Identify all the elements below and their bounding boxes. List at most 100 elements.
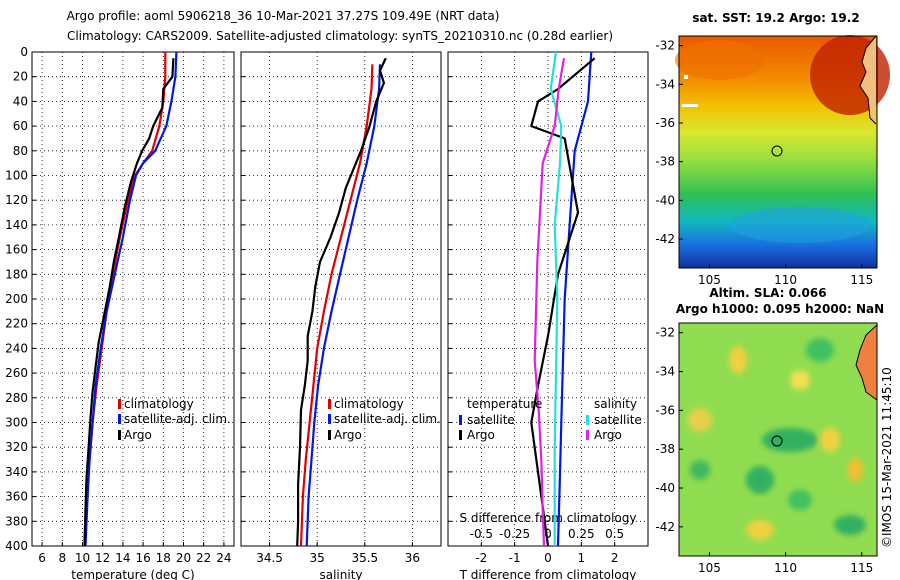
- title-line-2: Climatology: CARS2009. Satellite-adjuste…: [67, 29, 613, 43]
- sla-map-title-1: Altim. SLA: 0.066: [709, 286, 826, 300]
- x-tick-label: 6: [38, 551, 46, 565]
- map-y-tick-label: -42: [655, 232, 675, 246]
- legend-label-satellite: satellite-adj. clim.: [334, 412, 441, 426]
- map-y-tick-label: -34: [655, 365, 675, 379]
- x-tick-label: 1: [578, 551, 586, 565]
- map-x-tick-label: 115: [850, 561, 873, 575]
- x-tick-label: 35: [310, 551, 325, 565]
- x-axis-label: T difference from climatology: [459, 568, 637, 580]
- difference-legend: temperature salinity satellite Argo sate…: [459, 397, 642, 442]
- map-x-tick-label: 115: [850, 273, 873, 287]
- y-tick-label: 380: [5, 514, 28, 528]
- x-tick-label: -1: [509, 551, 521, 565]
- series-line-t-satellite: [556, 51, 593, 547]
- y-tick-label: 20: [13, 70, 28, 84]
- sla-high-patch: [847, 458, 863, 482]
- series-line-argo: [83, 58, 175, 547]
- map-y-tick-label: -40: [655, 193, 675, 207]
- sst-map-features: [675, 35, 890, 243]
- y-tick-label: 180: [5, 267, 28, 281]
- temperature-legend: climatology satellite-adj. clim. Argo: [118, 397, 231, 442]
- map-y-tick-label: -32: [655, 39, 675, 53]
- sla-high-patch: [790, 370, 810, 390]
- s-axis-label: S difference from climatology: [460, 511, 637, 525]
- legend-label-argo: Argo: [334, 428, 362, 442]
- legend-title-salinity: salinity: [594, 397, 637, 411]
- legend-swatch-satellite: [118, 414, 121, 424]
- sst-map-axes: 105 110 115 -32 -34 -36 -38 -40 -42: [655, 39, 873, 287]
- sla-high-patch: [746, 520, 774, 540]
- y-tick-label: 220: [5, 317, 28, 331]
- legend-label-satellite: satellite-adj. clim.: [124, 412, 231, 426]
- map-y-tick-label: -38: [655, 442, 675, 456]
- sst-map: 105 110 115 -32 -34 -36 -38 -40 -42: [655, 35, 890, 287]
- sla-low-patch: [806, 338, 834, 362]
- y-tick-label: 280: [5, 391, 28, 405]
- s-tick-label: 0.25: [568, 527, 595, 541]
- s-tick-label: -0.5: [470, 527, 493, 541]
- x-tick-label: 22: [196, 551, 211, 565]
- temperature-panel: 0 20 40 60 80 100 120 140 160 180 200 220 240 260 280 3…: [5, 45, 235, 580]
- x-tick-label: 10: [75, 551, 90, 565]
- y-tick-label: 320: [5, 440, 28, 454]
- x-tick-label: 34.5: [256, 551, 283, 565]
- y-tick-label: 140: [5, 218, 28, 232]
- legend-label-t-argo: Argo: [467, 428, 495, 442]
- x-tick-label: -2: [475, 551, 487, 565]
- map-y-tick-label: -36: [655, 116, 675, 130]
- sla-low-patch: [834, 515, 866, 535]
- map-x-tick-label: 110: [774, 273, 797, 287]
- x-tick-label: 12: [95, 551, 110, 565]
- y-tick-label: 40: [13, 94, 28, 108]
- sst-map-title: sat. SST: 19.2 Argo: 19.2: [692, 11, 859, 25]
- sla-high-patch: [688, 408, 712, 432]
- salinity-legend: climatology satellite-adj. clim. Argo: [328, 397, 441, 442]
- s-tick-label: 0: [544, 527, 552, 541]
- difference-panel: -2 -1 0 1 2 T difference from climatology S di…: [447, 51, 649, 580]
- argo-position-marker: [771, 435, 783, 447]
- x-tick-label: 8: [58, 551, 66, 565]
- argo-position-marker: [771, 145, 783, 157]
- y-tick-label: 300: [5, 416, 28, 430]
- x-tick-label: 16: [135, 551, 150, 565]
- s-tick-label: 0.5: [605, 527, 624, 541]
- map-y-tick-label: -34: [655, 77, 675, 91]
- legend-swatch-s-satellite: [586, 415, 589, 425]
- y-tick-label: 400: [5, 539, 28, 553]
- salinity-panel: 34.5 35 35.5 36 salinity: [240, 51, 442, 580]
- map-y-tick-label: -36: [655, 403, 675, 417]
- y-tick-label: 240: [5, 341, 28, 355]
- legend-swatch-satellite: [328, 414, 331, 424]
- y-tick-label: 60: [13, 119, 28, 133]
- sla-map-features: [688, 338, 866, 540]
- legend-swatch-argo: [328, 430, 331, 440]
- legend-swatch-climatology: [328, 399, 331, 409]
- series-line-argo: [296, 57, 387, 547]
- legend-label-s-argo: Argo: [594, 428, 622, 442]
- sla-high-patch: [820, 428, 840, 452]
- sst-missing-data: [684, 75, 688, 79]
- sla-high-patch: [729, 346, 747, 374]
- legend-swatch-t-satellite: [459, 415, 462, 425]
- x-tick-label: 35.5: [351, 551, 378, 565]
- sla-low-patch: [746, 466, 774, 494]
- y-tick-label: 120: [5, 193, 28, 207]
- x-tick-label: 18: [156, 551, 171, 565]
- legend-title-temperature: temperature: [467, 397, 542, 411]
- map-y-tick-label: -32: [655, 326, 675, 340]
- series-line-satellite: [84, 51, 178, 547]
- legend-label-climatology: climatology: [334, 397, 404, 411]
- sst-cool-patch: [730, 207, 870, 243]
- coastline: [859, 35, 877, 125]
- series-line-t-argo: [530, 57, 596, 547]
- map-x-tick-label: 105: [698, 561, 721, 575]
- series-line-climatology: [299, 64, 374, 547]
- legend-label-s-satellite: satellite: [594, 413, 642, 427]
- x-tick-label: 24: [216, 551, 231, 565]
- y-tick-label: 340: [5, 465, 28, 479]
- y-tick-label: 360: [5, 490, 28, 504]
- sla-low-patch: [690, 460, 710, 480]
- y-tick-label: 100: [5, 169, 28, 183]
- sla-low-patch: [788, 490, 812, 510]
- s-tick-label: -0.25: [499, 527, 530, 541]
